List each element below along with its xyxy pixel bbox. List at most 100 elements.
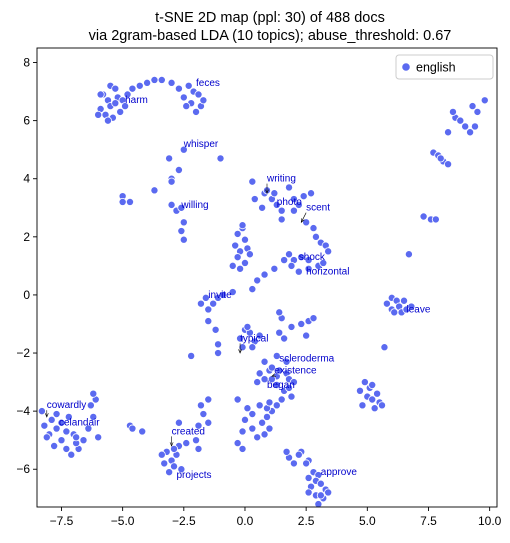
- y-tick-label: 2: [23, 230, 30, 244]
- scatter-point: [480, 96, 489, 105]
- scatter-point: [179, 218, 188, 227]
- annotation-label: typical: [240, 333, 268, 344]
- scatter-point: [177, 203, 186, 212]
- scatter-point: [135, 81, 144, 90]
- scatter-point: [89, 389, 98, 398]
- annotation-arrowhead: [265, 189, 269, 195]
- scatter-point: [204, 395, 213, 404]
- scatter-point: [86, 401, 95, 410]
- scatter-point: [199, 96, 208, 105]
- scatter-point: [473, 107, 482, 116]
- scatter-point: [218, 290, 227, 299]
- scatter-point: [260, 270, 269, 279]
- scatter-point: [79, 436, 88, 445]
- scatter-point: [170, 444, 179, 453]
- scatter-point: [118, 197, 127, 206]
- y-tick-label: −2: [16, 346, 30, 360]
- scatter-point: [194, 444, 203, 453]
- scatter-point: [272, 351, 281, 360]
- scatter-point: [52, 410, 61, 419]
- scatter-point: [461, 122, 470, 131]
- annotation-layer: feces harm whisper writing willing photo scent…: [44, 78, 431, 481]
- scatter-point: [324, 488, 333, 497]
- scatter-point: [311, 232, 320, 241]
- scatter-point: [228, 288, 237, 297]
- scatter-point: [444, 160, 453, 169]
- scatter-point: [211, 325, 220, 334]
- scatter-point: [37, 407, 46, 416]
- scatter-point: [143, 78, 152, 87]
- scatter-point: [123, 90, 132, 99]
- scatter-point: [57, 436, 66, 445]
- scatter-point: [275, 308, 284, 317]
- scatter-point: [243, 404, 252, 413]
- scatter-point: [255, 401, 264, 410]
- scatter-point: [287, 261, 296, 270]
- scatter-point: [179, 235, 188, 244]
- scatter-point: [52, 424, 61, 433]
- scatter-point: [258, 418, 267, 427]
- scatter-point: [253, 378, 262, 387]
- scatter-point: [192, 436, 201, 445]
- scatter-point: [304, 473, 313, 482]
- scatter-point: [167, 177, 176, 186]
- scatter-point: [233, 395, 242, 404]
- legend-frame: [395, 54, 494, 80]
- scatter-point: [125, 197, 134, 206]
- scatter-point: [309, 314, 318, 323]
- scatter-point: [236, 334, 245, 343]
- scatter-point: [248, 285, 257, 294]
- scatter-point: [377, 401, 386, 410]
- scatter-point: [248, 177, 257, 186]
- scatter-point: [228, 261, 237, 270]
- scatter-point: [96, 90, 105, 99]
- scatter-point: [255, 369, 264, 378]
- scatter-point: [360, 378, 369, 387]
- scatter-point: [57, 418, 66, 427]
- annotation-label: scent: [306, 203, 330, 214]
- scatter-point: [287, 322, 296, 331]
- scatter-point: [280, 256, 289, 265]
- scatter-point: [233, 439, 242, 448]
- x-tick-label: −7.5: [50, 514, 74, 528]
- scatter-point: [270, 189, 279, 198]
- scatter-point: [260, 357, 269, 366]
- scatter-point: [294, 450, 303, 459]
- x-tick-label: 7.5: [420, 514, 437, 528]
- scatter-point: [277, 215, 286, 224]
- scatter-point: [233, 229, 242, 238]
- scatter-point: [67, 450, 76, 459]
- scatter-point: [304, 256, 313, 265]
- annotation-label: harm: [125, 95, 148, 106]
- annotation-arrowhead: [44, 413, 49, 418]
- scatter-point: [179, 145, 188, 154]
- scatter-point: [94, 110, 103, 119]
- scatter-point: [72, 433, 81, 442]
- annotation-label: existence: [274, 365, 317, 376]
- annotation-label: feces: [196, 78, 220, 89]
- scatter-point: [260, 430, 269, 439]
- scatter-point: [179, 93, 188, 102]
- annotation-label: celandair: [59, 418, 100, 429]
- annotation-label: approve: [321, 467, 358, 478]
- scatter-point: [275, 366, 284, 375]
- scatter-point: [250, 195, 259, 204]
- scatter-point: [160, 459, 169, 468]
- scatter-point: [47, 415, 56, 424]
- scatter-point: [204, 305, 213, 314]
- scatter-point: [216, 154, 225, 163]
- scatter-point: [309, 224, 318, 233]
- scatter-point: [294, 267, 303, 276]
- scatter-point: [94, 433, 103, 442]
- scatter-point: [470, 122, 479, 131]
- scatter-points: [37, 75, 489, 509]
- plot-frame: [36, 47, 498, 508]
- scatter-point: [267, 363, 276, 372]
- y-tick-label: 0: [23, 288, 30, 302]
- scatter-point: [466, 128, 475, 137]
- y-tick-label: −6: [16, 462, 30, 476]
- scatter-point: [304, 264, 313, 273]
- scatter-point: [297, 253, 306, 262]
- scatter-point: [174, 166, 183, 175]
